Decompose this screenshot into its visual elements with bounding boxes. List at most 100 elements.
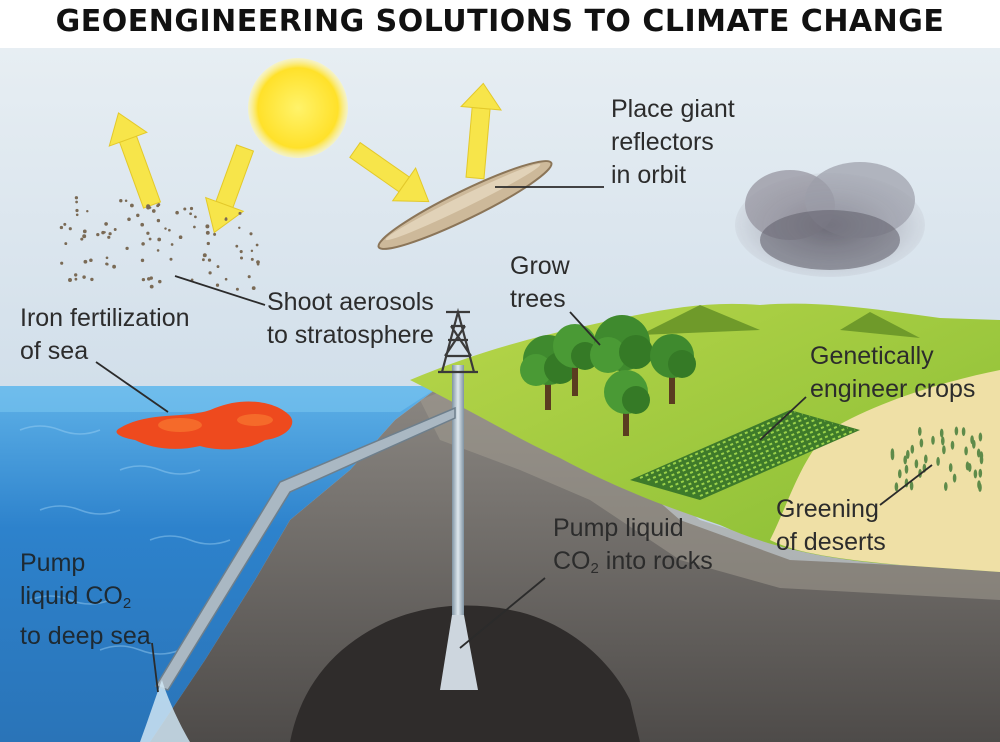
aerosol-particle (90, 277, 94, 282)
aerosol-particle (148, 237, 152, 241)
sea (0, 386, 440, 742)
aerosol-particle (238, 211, 242, 215)
aerosol-particle (208, 271, 212, 275)
aerosol-particle (125, 246, 129, 251)
deep-sea-pipe (154, 406, 456, 691)
aerosol-particle (156, 218, 161, 223)
desert (770, 370, 1000, 572)
storm-cloud (735, 162, 925, 277)
aerosol-particle (113, 228, 117, 231)
aerosol-particle (193, 225, 196, 229)
aerosol-particle (64, 242, 68, 246)
desert-plant (909, 481, 914, 491)
crop-row (654, 415, 811, 484)
crop-row (639, 411, 796, 479)
aerosol-particle (207, 258, 212, 262)
orbital-reflector (377, 160, 553, 250)
rock-injection-pipe (452, 365, 464, 615)
drilling-rig (438, 307, 478, 374)
tree-icon (650, 334, 696, 404)
aerosol-particle (89, 258, 93, 262)
desert-plant (965, 461, 970, 471)
aerosol-particle (251, 286, 256, 290)
aerosol-particle (249, 232, 253, 236)
aerosol-particle (105, 262, 109, 266)
page-title: GEOENGINEERING SOLUTIONS TO CLIMATE CHAN… (0, 0, 1000, 48)
aerosol-particle (96, 232, 100, 237)
aerosol-particle (124, 199, 128, 203)
desert-plant (978, 432, 983, 442)
aerosol-particle (183, 207, 187, 211)
aerosol-particle (75, 208, 79, 213)
co2-pipes (140, 365, 478, 742)
aerosol-particle (74, 277, 78, 281)
aerosol-particle (112, 264, 116, 269)
aerosol-particle (141, 242, 145, 246)
aerosol-particle (255, 243, 259, 247)
aerosol-particle (206, 241, 210, 246)
desert-plant (910, 444, 915, 454)
aerosol-particle (68, 227, 72, 231)
tree-icon (604, 370, 650, 436)
aerosol-particle (170, 243, 174, 246)
aerosol-particle (224, 277, 228, 281)
label-pump-into-rocks: Pump liquid CO2 into rocks (553, 514, 713, 577)
geoengineering-illustration (0, 48, 1000, 742)
crop-row (692, 426, 848, 495)
desert-plant (906, 449, 910, 459)
aerosol-particle (238, 226, 241, 230)
crop-field (630, 410, 860, 500)
aerosol-particle (82, 234, 87, 239)
aerosol-particle (156, 249, 160, 252)
aerosol-particle (105, 256, 109, 260)
desert-plant (898, 469, 902, 479)
reflected-arrow-left (108, 112, 162, 209)
desert-plant (890, 451, 895, 461)
aerosol-particle (80, 237, 84, 241)
desert-plant (950, 440, 955, 450)
aerosol-particle (140, 222, 145, 227)
aerosol-particle (157, 237, 162, 242)
sunlight-arrows (108, 82, 503, 234)
crop-row (669, 420, 826, 488)
incoming-arrow-right (349, 141, 430, 203)
desert-plant (924, 454, 928, 464)
aerosol-particle (75, 200, 78, 204)
aerosol-particle (151, 209, 156, 213)
aerosol-particle (146, 204, 151, 209)
aerosol-particle (250, 249, 254, 253)
aerosol-particle (250, 257, 254, 261)
aerosol-particle (103, 231, 106, 234)
desert-plant (939, 428, 944, 438)
aerosol-particle (146, 231, 150, 235)
aerosol-particle (108, 232, 112, 236)
aerosol-particle (247, 275, 251, 279)
aerosol-particle (68, 278, 72, 282)
aerosol-particle (189, 212, 192, 216)
desert-plant (903, 455, 907, 465)
label-aerosols: Shoot aerosols to stratosphere (267, 288, 434, 349)
label-greening-deserts: Greening of deserts (776, 495, 886, 556)
aerosol-particle (215, 283, 220, 287)
aerosol-particle (213, 232, 217, 236)
aerosol-particle (75, 213, 79, 217)
desert-plant (979, 455, 984, 465)
reflected-arrow-right (460, 82, 503, 180)
aerosol-particle (82, 275, 86, 279)
aerosol-particle (239, 250, 243, 254)
desert-plant (973, 469, 978, 479)
aerosol-particle (149, 284, 154, 289)
desert-plant (914, 459, 919, 469)
label-pump-deep-sea: Pump liquid CO2 to deep sea (20, 549, 151, 650)
desert-plant (931, 435, 935, 445)
aerosol-particle (169, 257, 173, 261)
aerosol-particle (130, 203, 134, 208)
desert-plant (948, 463, 953, 473)
desert-plant (976, 448, 981, 458)
aerosol-particle (147, 277, 151, 281)
crop-row (699, 429, 856, 497)
aerosol-particle (74, 196, 79, 200)
aerosol-particle (224, 217, 228, 221)
aerosol-particle (235, 287, 239, 291)
